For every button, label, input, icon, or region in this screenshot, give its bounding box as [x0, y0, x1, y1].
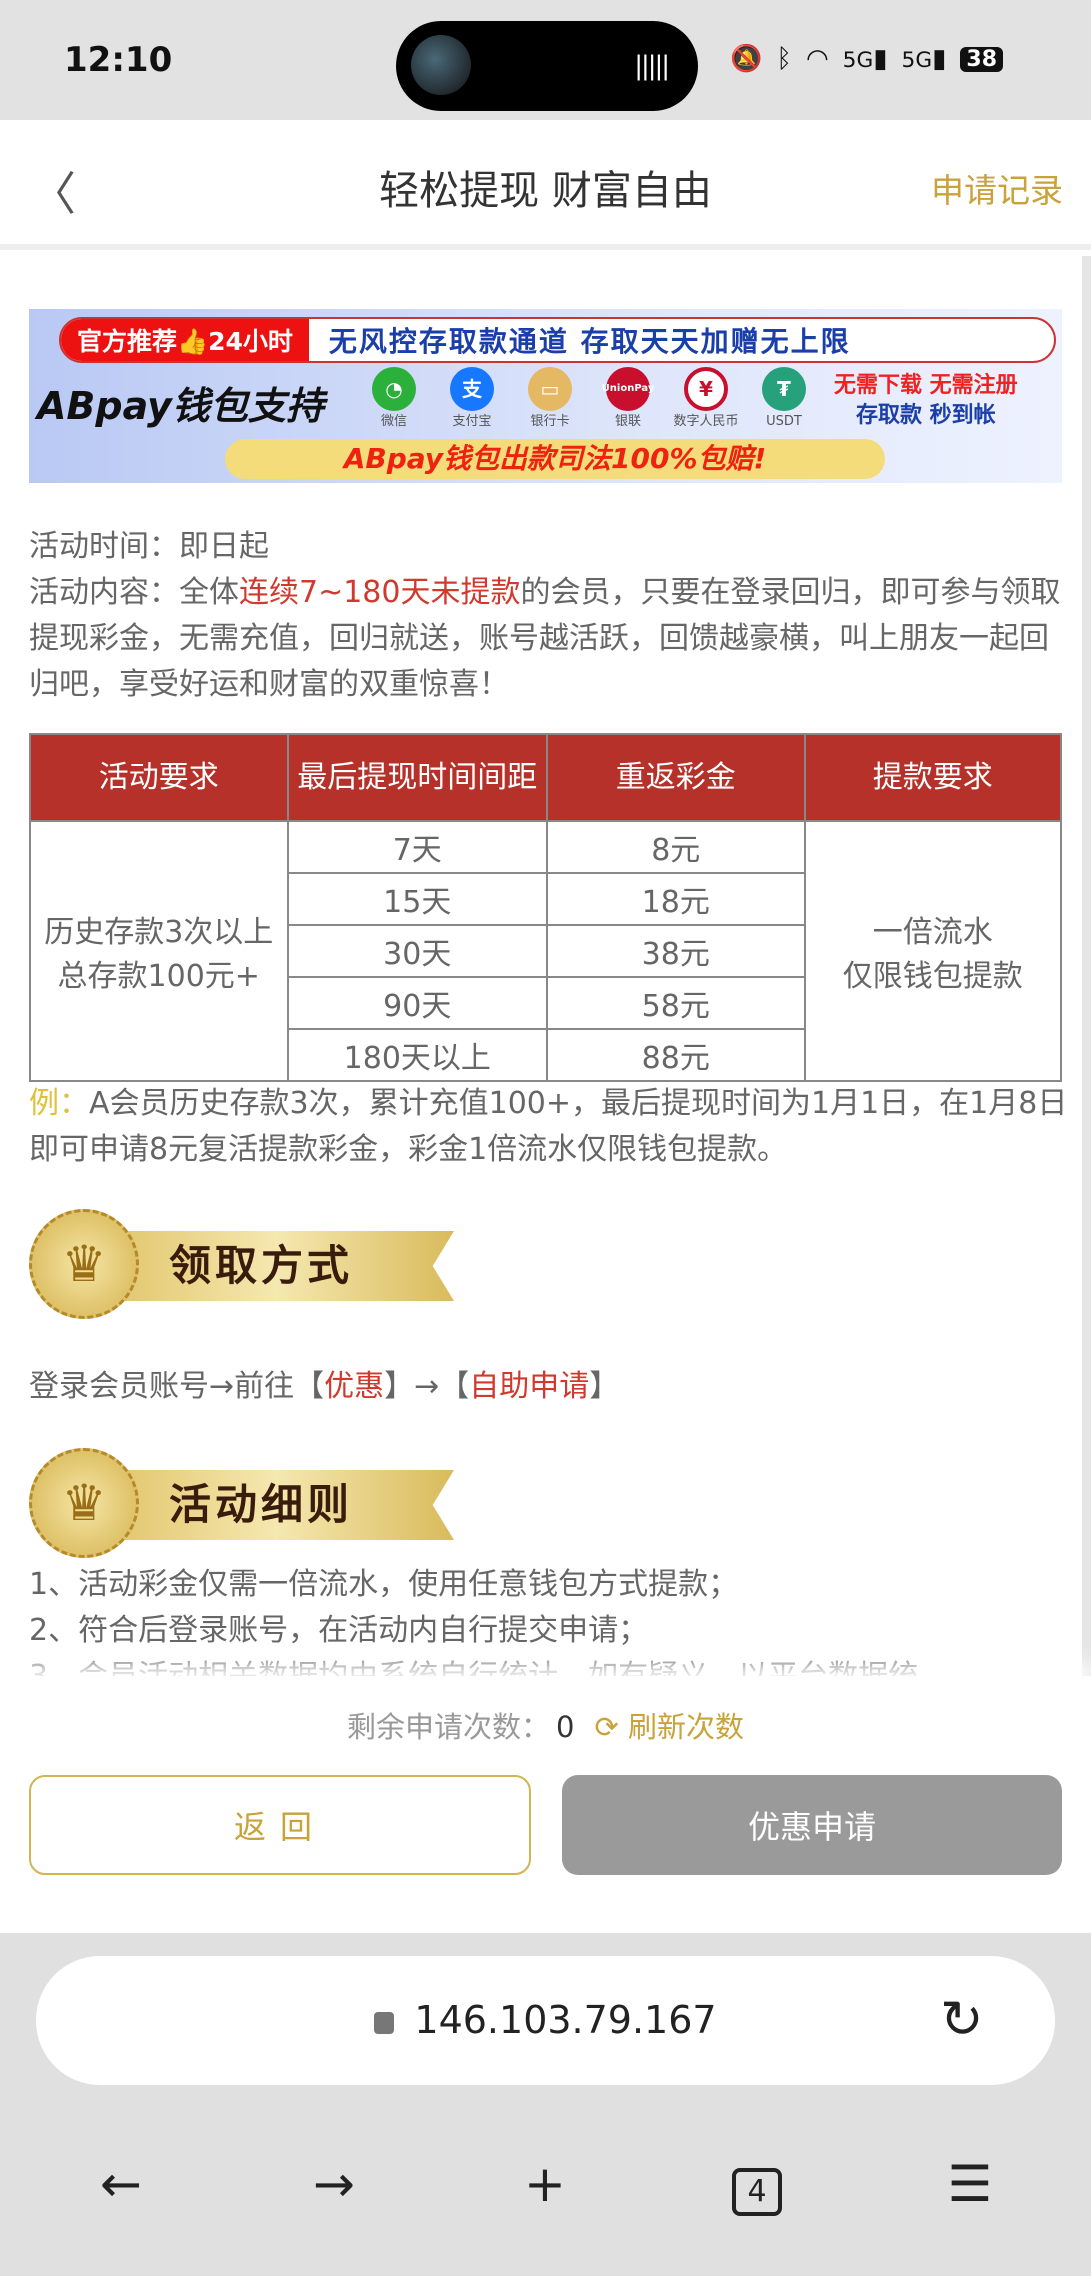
- section-title: 活动细则: [99, 1470, 454, 1540]
- alipay-icon: 支: [450, 367, 494, 411]
- table-row: 90天 58元: [30, 976, 1061, 1030]
- header-cell: 提款要求: [803, 733, 1062, 822]
- example-text: 例：A会员历史存款3次，累计充值100+，最后提现时间为1月1日，在1月8日即可…: [29, 1086, 1068, 1167]
- return-button[interactable]: 返回: [29, 1775, 531, 1875]
- usdt-icon: ₮: [762, 367, 806, 411]
- signal-icon: 5G▮: [842, 44, 888, 74]
- digital-rmb-icon: ¥: [684, 367, 728, 411]
- rule-item: 1、活动彩金仅需一倍流水，使用任意钱包方式提款；: [29, 1567, 739, 1602]
- bonus-cell: 38元: [546, 924, 806, 978]
- new-tab-plus-icon[interactable]: +: [524, 2155, 566, 2213]
- bonus-cell: 18元: [546, 872, 806, 926]
- payment-methods: ◔ 微信 支支付宝 ▭ 银行卡 UnionPay 银联 ¥ 数字人民币 ₮ USDT: [359, 367, 819, 431]
- apply-bonus-button[interactable]: 优惠申请: [562, 1775, 1062, 1875]
- wifi-icon: ◠: [805, 44, 829, 74]
- interval-cell: 15天: [286, 872, 549, 926]
- activity-intro: 活动时间：即日起 活动内容：全体连续7~180天未提款的会员，只要在登录回归，即…: [29, 524, 1069, 708]
- url-display[interactable]: 146.103.79.167: [0, 1998, 1091, 2042]
- activity-time: 活动时间：即日起: [29, 529, 269, 564]
- interval-cell: 30天: [286, 924, 549, 978]
- section-badge-method: 领取方式 ♛: [29, 1209, 454, 1319]
- scrollbar[interactable]: [1082, 256, 1091, 1676]
- activity-content: 活动内容：全体连续7~180天未提款的会员，只要在登录回归，即可参与领取提现彩金…: [29, 575, 1061, 702]
- bluetooth-icon: ᛒ: [776, 44, 792, 74]
- remaining-count: 剩余申请次数： 0 ⟳ 刷新次数: [346, 1710, 744, 1744]
- reload-icon[interactable]: ↻: [940, 1990, 984, 2050]
- remaining-count-value: 0: [556, 1710, 575, 1744]
- bank-card-icon: ▭: [528, 367, 572, 411]
- signal-icon: 5G▮: [901, 44, 947, 74]
- menu-hamburger-icon[interactable]: ☰: [947, 2155, 993, 2213]
- address-bar[interactable]: [36, 1956, 1055, 2085]
- crown-emblem-icon: ♛: [29, 1448, 139, 1558]
- banner-guarantee: ABpay钱包出款司法100%包赔!: [225, 439, 885, 479]
- requirement-cell: 历史存款3次以上 总存款100元+: [29, 820, 289, 1082]
- tabs-button[interactable]: 4: [712, 2155, 802, 2216]
- back-arrow-icon[interactable]: ←: [100, 2155, 142, 2213]
- status-icons: 🔕 ᛒ ◠ 5G▮ 5G▮ 38: [730, 44, 1004, 74]
- payment-wechat: ◔ 微信: [359, 367, 429, 431]
- dynamic-island[interactable]: |||||: [396, 21, 698, 111]
- table-row: 30天 38元: [30, 924, 1061, 978]
- section-badge-rules: 活动细则 ♛: [29, 1448, 454, 1558]
- page-title: 轻松提现 财富自由: [379, 168, 712, 214]
- payment-ecny: ¥ 数字人民币: [671, 367, 741, 431]
- bonus-cell: 8元: [546, 820, 806, 874]
- interval-cell: 180天以上: [286, 1028, 549, 1082]
- table-row: 历史存款3次以上 总存款100元+ 7天 8元 一倍流水 仅限钱包提款: [29, 820, 1062, 1082]
- album-art-icon: [411, 35, 471, 95]
- table-header-row: 活动要求 最后提现时间间距 重返彩金 提款要求: [29, 733, 1062, 822]
- banner-right-text: 无需下载 无需注册 存取款 秒到帐: [834, 373, 1018, 428]
- tab-count: 4: [732, 2168, 782, 2216]
- interval-cell: 90天: [286, 976, 549, 1030]
- claim-method: 登录会员账号→前往【优惠】→【自助申请】: [29, 1369, 620, 1404]
- refresh-icon[interactable]: ⟳: [594, 1710, 628, 1744]
- header-cell: 最后提现时间间距: [286, 733, 549, 822]
- audio-wave-icon: |||||: [634, 51, 670, 81]
- status-time: 12:10: [64, 40, 173, 80]
- banner-brand: ABpay钱包支持: [37, 384, 324, 428]
- crown-emblem-icon: ♛: [29, 1209, 139, 1319]
- header-cell: 活动要求: [29, 733, 289, 822]
- withdraw-requirement-cell: 一倍流水 仅限钱包提款: [803, 820, 1062, 1082]
- wechat-icon: ◔: [372, 367, 416, 411]
- bonus-cell: 88元: [546, 1028, 806, 1082]
- table-row: 180天以上 88元: [30, 1028, 1061, 1082]
- abpay-banner[interactable]: 官方推荐👍24小时 无风控存取款通道 存取天天加赠无上限 ABpay钱包支持 ◔ 微…: [29, 309, 1062, 483]
- bonus-table: 活动要求 最后提现时间间距 重返彩金 提款要求 历史存款3次以上 总存款100元+…: [29, 733, 1062, 1082]
- payment-unionpay: UnionPay 银联: [593, 367, 663, 431]
- section-title: 领取方式: [99, 1231, 454, 1301]
- unionpay-icon: UnionPay: [602, 367, 654, 411]
- rule-item: 2、符合后登录账号，在活动内自行提交申请；: [29, 1613, 649, 1648]
- page-header: [0, 120, 1091, 250]
- payment-bankcard: ▭ 银行卡: [515, 367, 585, 431]
- banner-channel-text: 无风控存取款通道 存取天天加赠无上限: [328, 325, 851, 358]
- battery-icon: 38: [960, 46, 1004, 72]
- header-cell: 重返彩金: [546, 733, 806, 822]
- refresh-count-link[interactable]: 刷新次数: [627, 1710, 744, 1744]
- bonus-cell: 58元: [546, 976, 806, 1030]
- payment-usdt: ₮ USDT: [749, 367, 819, 431]
- interval-cell: 7天: [286, 820, 549, 874]
- forward-arrow-icon[interactable]: →: [313, 2155, 355, 2213]
- application-record-link[interactable]: 申请记录: [931, 171, 1063, 210]
- mute-bell-icon: 🔕: [730, 44, 763, 74]
- banner-recommend-text: 官方推荐👍24小时: [61, 319, 309, 361]
- payment-alipay: 支支付宝: [437, 367, 507, 431]
- table-row: 15天 18元: [30, 872, 1061, 926]
- lock-icon: [374, 2011, 395, 2034]
- back-chevron-icon[interactable]: 〈: [30, 167, 76, 221]
- banner-top-strip: 官方推荐👍24小时 无风控存取款通道 存取天天加赠无上限: [59, 317, 1056, 363]
